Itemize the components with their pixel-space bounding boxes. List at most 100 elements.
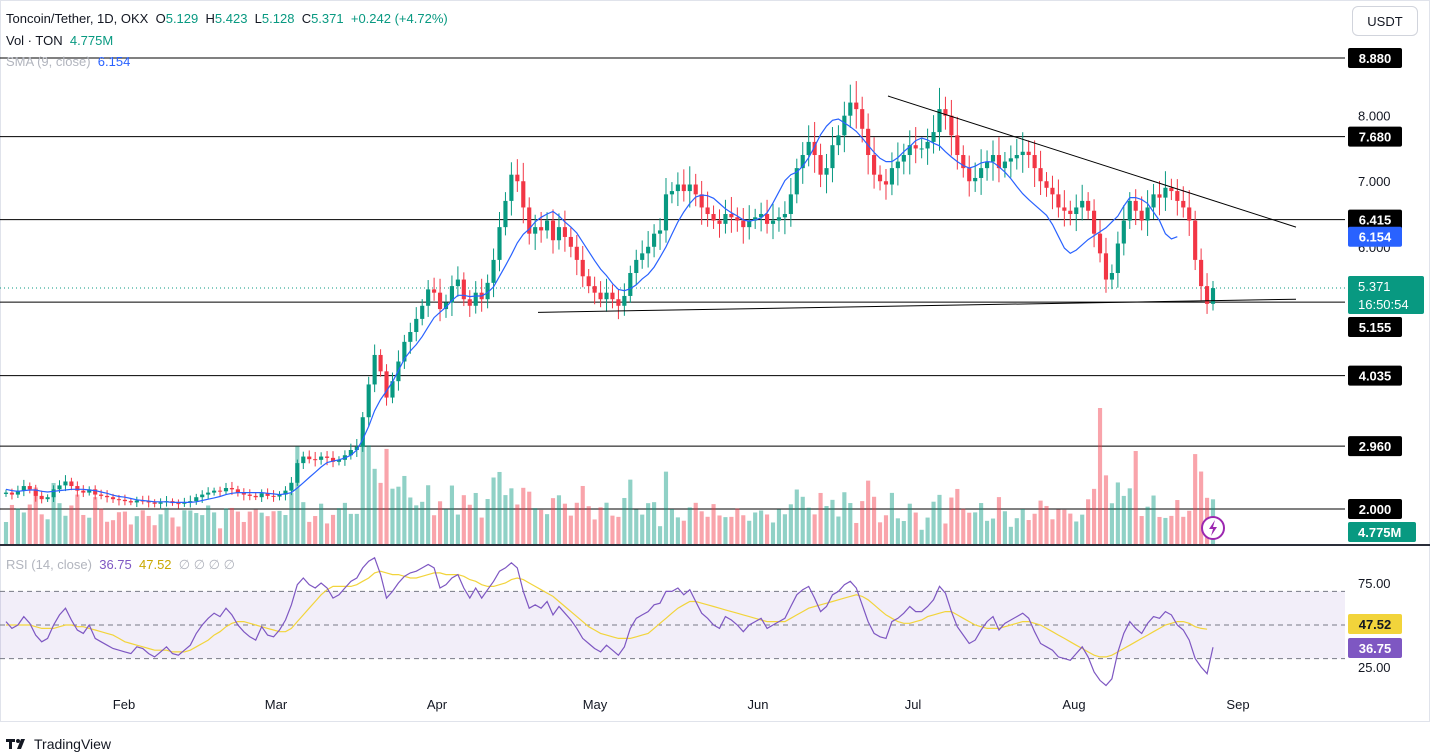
volume-bar [800, 496, 805, 545]
volume-legend[interactable]: Vol · TON 4.775M [6, 32, 113, 50]
candle-body [497, 227, 502, 260]
candle-body [544, 220, 550, 231]
volume-bar [818, 492, 823, 545]
candle-body [229, 488, 235, 490]
volume-bar [860, 501, 865, 545]
candle-body [1050, 187, 1055, 195]
symbol-title[interactable]: Toncoin/Tether, 1D, OKX [6, 11, 149, 26]
volume-bar [384, 448, 389, 545]
sma-legend[interactable]: SMA (9, close) 6.154 [6, 53, 130, 71]
volume-bar [872, 496, 877, 545]
candle-body [669, 191, 675, 195]
candle-body [87, 489, 92, 493]
volume-bar [206, 505, 211, 545]
price-level-tag-bg [1348, 209, 1402, 230]
volume-value: 4.775M [69, 33, 114, 48]
volume-bar [295, 446, 300, 545]
x-axis-label: Aug [1062, 697, 1085, 712]
volume-bar [336, 508, 342, 545]
rsi-legend[interactable]: RSI (14, close) 36.75 47.52 ∅ ∅ ∅ ∅ [6, 556, 235, 574]
candle-body [1109, 273, 1114, 280]
volume-bar [87, 517, 92, 545]
candle-body [122, 499, 127, 502]
sma-value: 6.154 [97, 54, 131, 69]
candle-body [883, 181, 889, 185]
candle-body [925, 141, 930, 149]
candle-body [146, 501, 151, 503]
volume-bar [414, 505, 419, 545]
candle-body [550, 220, 556, 241]
volume-bar [598, 507, 603, 545]
volume-bar [1139, 516, 1144, 545]
volume-bar [961, 508, 966, 545]
candle-body [895, 161, 900, 169]
price-level-tag: 2.960 [1359, 439, 1392, 454]
volume-bar [544, 514, 550, 545]
price-level-tag: 5.155 [1359, 320, 1392, 335]
volume-bar [491, 477, 496, 545]
candle-body [1139, 210, 1144, 221]
volume-bar [164, 507, 169, 545]
volume-bar [229, 507, 235, 545]
volume-bar [657, 526, 663, 545]
candle-body [1187, 207, 1192, 221]
candle-body [217, 490, 223, 492]
volume-bar [1109, 503, 1114, 545]
rsi-extra-values: ∅ ∅ ∅ ∅ [178, 557, 235, 572]
volume-bar [889, 492, 894, 545]
volume-bar [140, 510, 145, 545]
high-value: 5.423 [214, 11, 248, 26]
candle-body [283, 490, 288, 495]
candle-body [723, 214, 728, 224]
candle-body [3, 492, 9, 494]
volume-bar [437, 501, 443, 545]
candle-body [467, 299, 472, 306]
x-axis-label: May [583, 697, 608, 712]
candle-body [360, 417, 365, 447]
volume-bar [69, 505, 74, 545]
candle-body [182, 502, 187, 504]
footer-brand[interactable]: TradingView [6, 734, 111, 754]
volume-bar [176, 526, 181, 545]
candle-body [610, 292, 615, 300]
volume-bar [764, 514, 770, 545]
x-axis-label: Jun [748, 697, 769, 712]
volume-bar [652, 502, 657, 545]
volume-bar [1092, 488, 1097, 545]
candle-body [770, 220, 776, 224]
candle-body [937, 109, 942, 133]
candle-body [134, 500, 139, 503]
volume-bar [479, 517, 484, 545]
volume-bar [390, 488, 395, 545]
quote-currency-button[interactable]: USDT [1352, 6, 1418, 36]
price-tick-label: 8.000 [1358, 109, 1391, 124]
candle-body [33, 489, 38, 496]
candle-body [652, 233, 657, 247]
volume-bar [455, 514, 460, 545]
price-level-tag-bg [1348, 499, 1402, 519]
volume-bar [913, 512, 918, 545]
candle-body [598, 292, 603, 300]
volume-bar [152, 525, 157, 545]
volume-bar [212, 512, 217, 545]
candle-body [592, 286, 597, 293]
volume-bar [515, 504, 520, 545]
volume-bar [937, 494, 942, 545]
volume-bar [990, 518, 996, 545]
volume-bar [342, 502, 347, 545]
volume-bar [330, 514, 336, 545]
volume-bar [1121, 495, 1126, 545]
volume-bar [110, 520, 116, 545]
candle-body [271, 495, 276, 497]
volume-bar [283, 515, 288, 545]
volume-bar [194, 513, 199, 545]
volume-bar [919, 529, 924, 545]
close-value: 5.371 [311, 11, 344, 26]
candle-body [455, 279, 460, 287]
candle-body [515, 174, 520, 182]
tradingview-logo-icon [6, 739, 25, 749]
candle-body [1002, 161, 1007, 169]
footer-brand-name: TradingView [34, 736, 112, 752]
candle-body [1044, 181, 1049, 188]
